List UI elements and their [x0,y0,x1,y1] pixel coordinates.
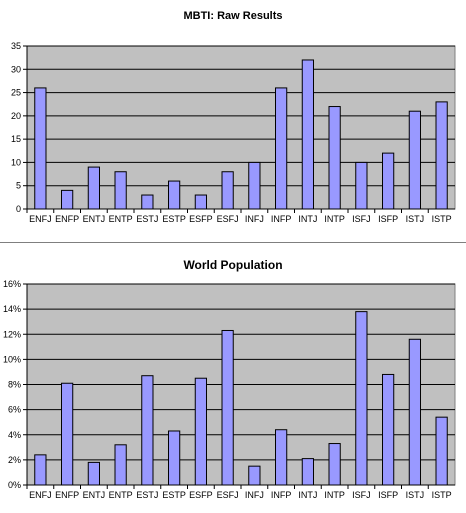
x-tick-label: ENTP [109,490,133,500]
bar-infp [275,429,288,486]
y-tick-label: 15 [11,134,21,144]
x-tick-label: ESTJ [136,490,158,500]
bar-istj [408,110,421,210]
y-tick-label: 35 [11,41,21,51]
bar-estp [168,430,181,486]
x-tick-label: INFJ [245,490,264,500]
bar-istp [435,416,448,486]
x-tick-label: ISFJ [352,490,371,500]
x-tick-label: ENFJ [29,490,52,500]
x-tick-label: ESTP [162,214,186,224]
bar-isfp [382,152,395,210]
chart-title: MBTI: Raw Results [183,10,282,22]
bar-esfp [194,377,207,486]
bar-estj [141,375,154,486]
y-tick-label: 10% [3,354,21,364]
bar-isfp [382,373,395,486]
bar-esfp [194,194,207,210]
x-tick-label: ENFP [55,490,79,500]
y-tick-label: 8% [8,380,21,390]
y-tick-label: 25 [11,88,21,98]
bar-infp [275,87,288,210]
x-tick-label: INTP [324,214,345,224]
y-tick-label: 4% [8,430,21,440]
bar-enfp [61,382,74,486]
x-tick-label: ESTJ [136,214,158,224]
y-tick-label: 10 [11,157,21,167]
x-tick-label: INTJ [298,214,317,224]
chart-divider [0,242,466,243]
x-tick-label: ENFP [55,214,79,224]
x-tick-label: INTJ [298,490,317,500]
x-tick-label: ENTP [109,214,133,224]
bar-intj [301,59,314,210]
x-tick-label: ESFP [189,214,213,224]
y-tick-label: 0 [16,204,21,214]
x-tick-label: INFJ [245,214,264,224]
bar-esfj [221,329,234,486]
x-tick-label: INTP [324,490,345,500]
x-tick-label: ENTJ [83,214,106,224]
bar-infj [248,161,261,210]
x-tick-label: ENTJ [83,490,106,500]
bar-intj [301,458,314,486]
bar-entp [114,444,127,486]
x-tick-label: ESFP [189,490,213,500]
y-tick-label: 5 [16,181,21,191]
y-tick-label: 0% [8,480,21,490]
x-tick-label: ISFP [378,490,398,500]
x-tick-label: ISFP [378,214,398,224]
y-tick-label: 6% [8,405,21,415]
bar-esfj [221,171,234,210]
bar-entj [87,166,100,210]
bar-istj [408,338,421,486]
y-tick-label: 2% [8,455,21,465]
x-tick-label: ISTJ [406,214,425,224]
y-tick-label: 12% [3,329,21,339]
chart-raw-results: MBTI: Raw Results 0 5 10 15 20 25 30 35 ENFJ ENFP… [11,10,456,224]
x-tick-label: ISTP [432,490,452,500]
x-tick-label: ENFJ [29,214,52,224]
chart-world-population: World Population 0% 2% 4% 6% 8% 10% 12% 14% 16% E… [3,258,456,500]
bar-istp [435,101,448,210]
x-tick-label: ESFJ [217,214,239,224]
x-tick-label: ISTP [432,214,452,224]
bar-intp [328,443,341,486]
y-tick-label: 20 [11,111,21,121]
y-tick-label: 16% [3,279,21,289]
y-tick-label: 14% [3,304,21,314]
bar-isfj [355,311,368,486]
bar-isfj [355,161,368,210]
bar-entj [87,461,100,486]
x-tick-label: ISTJ [406,490,425,500]
x-tick-label: ESFJ [217,490,239,500]
y-tick-label: 30 [11,64,21,74]
bar-enfj [34,87,47,210]
bar-enfj [34,454,47,486]
bar-intp [328,106,341,210]
bar-enfp [61,189,74,210]
x-tick-label: INFP [271,214,292,224]
chart-title: World Population [183,258,282,272]
x-tick-label: ESTP [162,490,186,500]
bar-estp [168,180,181,210]
x-tick-label: ISFJ [352,214,371,224]
bar-entp [114,171,127,210]
bar-infj [248,465,261,486]
bar-estj [141,194,154,210]
x-tick-label: INFP [271,490,292,500]
